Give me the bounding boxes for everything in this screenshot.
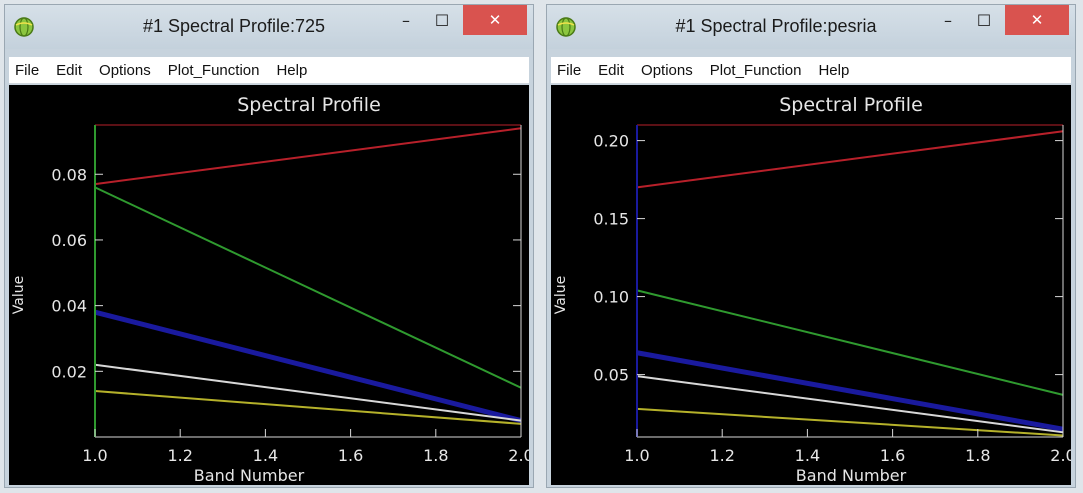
x-tick-label: 1.4 bbox=[795, 446, 820, 465]
x-tick-label: 1.2 bbox=[709, 446, 734, 465]
y-tick-label: 0.15 bbox=[593, 210, 629, 229]
x-tick-label: 1.6 bbox=[338, 446, 363, 465]
close-button[interactable]: ✕ bbox=[463, 5, 527, 35]
menu-plot-function[interactable]: Plot_Function bbox=[167, 61, 260, 79]
menu-file[interactable]: File bbox=[557, 61, 582, 79]
x-tick-label: 1.4 bbox=[253, 446, 278, 465]
series-line-5 bbox=[636, 407, 1064, 437]
axis-layer: 0.02 0.04 0.06 0.08 1.0 1.2 1.4 1.6 1.8 2.0 bbox=[51, 124, 529, 465]
app-globe-icon[interactable] bbox=[13, 16, 35, 38]
menu-help[interactable]: Help bbox=[818, 61, 850, 79]
series-layer bbox=[94, 127, 522, 425]
series-line-1 bbox=[94, 127, 522, 186]
menu-options[interactable]: Options bbox=[99, 61, 151, 79]
series-line-4 bbox=[636, 375, 1064, 434]
series-line-1 bbox=[636, 130, 1064, 189]
minimize-button[interactable]: – bbox=[402, 10, 410, 30]
plot-title: Spectral Profile bbox=[779, 94, 923, 116]
menu-file[interactable]: File bbox=[15, 61, 40, 79]
menu-plot-function[interactable]: Plot_Function bbox=[709, 61, 802, 79]
spectral-profile-plot[interactable]: Spectral Profile Band Number Value 0.050… bbox=[551, 85, 1071, 485]
plot-title: Spectral Profile bbox=[237, 94, 381, 116]
menu-edit[interactable]: Edit bbox=[598, 61, 625, 79]
series-line-3 bbox=[636, 350, 1064, 432]
spectral-profile-window-pesria: #1 Spectral Profile:pesria – ☐ ✕ File Ed… bbox=[546, 4, 1076, 488]
series-line-2 bbox=[94, 186, 522, 389]
axis-layer: 0.05 0.10 0.15 0.20 1.0 1.2 1.4 1.6 1.8 2.0 bbox=[593, 124, 1071, 465]
y-axis-label: Value bbox=[11, 276, 27, 314]
spectral-profile-window-725: #1 Spectral Profile:725 – ☐ ✕ File Edit … bbox=[4, 4, 534, 488]
x-tick-label: 1.0 bbox=[624, 446, 649, 465]
y-tick-label: 0.02 bbox=[51, 362, 87, 381]
x-tick-label: 1.2 bbox=[167, 446, 192, 465]
menu-options[interactable]: Options bbox=[641, 61, 693, 79]
menu-help[interactable]: Help bbox=[276, 61, 308, 79]
y-tick-label: 0.08 bbox=[51, 165, 87, 184]
x-axis-label: Band Number bbox=[194, 466, 305, 485]
minimize-button[interactable]: – bbox=[944, 10, 952, 30]
close-button[interactable]: ✕ bbox=[1005, 5, 1069, 35]
y-tick-label: 0.20 bbox=[593, 132, 629, 151]
x-tick-label: 1.0 bbox=[82, 446, 107, 465]
y-tick-label: 0.10 bbox=[593, 288, 629, 307]
app-globe-icon[interactable] bbox=[555, 16, 577, 38]
title-bar[interactable]: #1 Spectral Profile:pesria – ☐ ✕ bbox=[547, 5, 1075, 49]
title-bar[interactable]: #1 Spectral Profile:725 – ☐ ✕ bbox=[5, 5, 533, 49]
maximize-button[interactable]: ☐ bbox=[976, 10, 992, 30]
y-axis-label: Value bbox=[553, 276, 569, 314]
series-line-4 bbox=[94, 363, 522, 422]
series-layer bbox=[636, 130, 1064, 437]
series-line-3 bbox=[94, 309, 522, 424]
y-tick-label: 0.04 bbox=[51, 297, 87, 316]
series-line-5 bbox=[94, 390, 522, 425]
x-tick-label: 1.8 bbox=[965, 446, 990, 465]
x-axis-label: Band Number bbox=[796, 466, 907, 485]
x-tick-label: 2.0 bbox=[508, 446, 529, 465]
window-title: #1 Spectral Profile:725 bbox=[142, 16, 326, 36]
x-tick-label: 1.6 bbox=[880, 446, 905, 465]
menu-edit[interactable]: Edit bbox=[56, 61, 83, 79]
menu-bar: File Edit Options Plot_Function Help bbox=[551, 57, 1071, 84]
spectral-profile-plot[interactable]: Spectral Profile Band Number Value 0.020… bbox=[9, 85, 529, 485]
y-tick-label: 0.06 bbox=[51, 231, 87, 250]
maximize-button[interactable]: ☐ bbox=[434, 10, 450, 30]
window-title: #1 Spectral Profile:pesria bbox=[675, 16, 877, 36]
menu-bar: File Edit Options Plot_Function Help bbox=[9, 57, 529, 84]
x-tick-label: 1.8 bbox=[423, 446, 448, 465]
x-tick-label: 2.0 bbox=[1050, 446, 1071, 465]
y-tick-label: 0.05 bbox=[593, 366, 629, 385]
series-line-2 bbox=[636, 289, 1064, 396]
